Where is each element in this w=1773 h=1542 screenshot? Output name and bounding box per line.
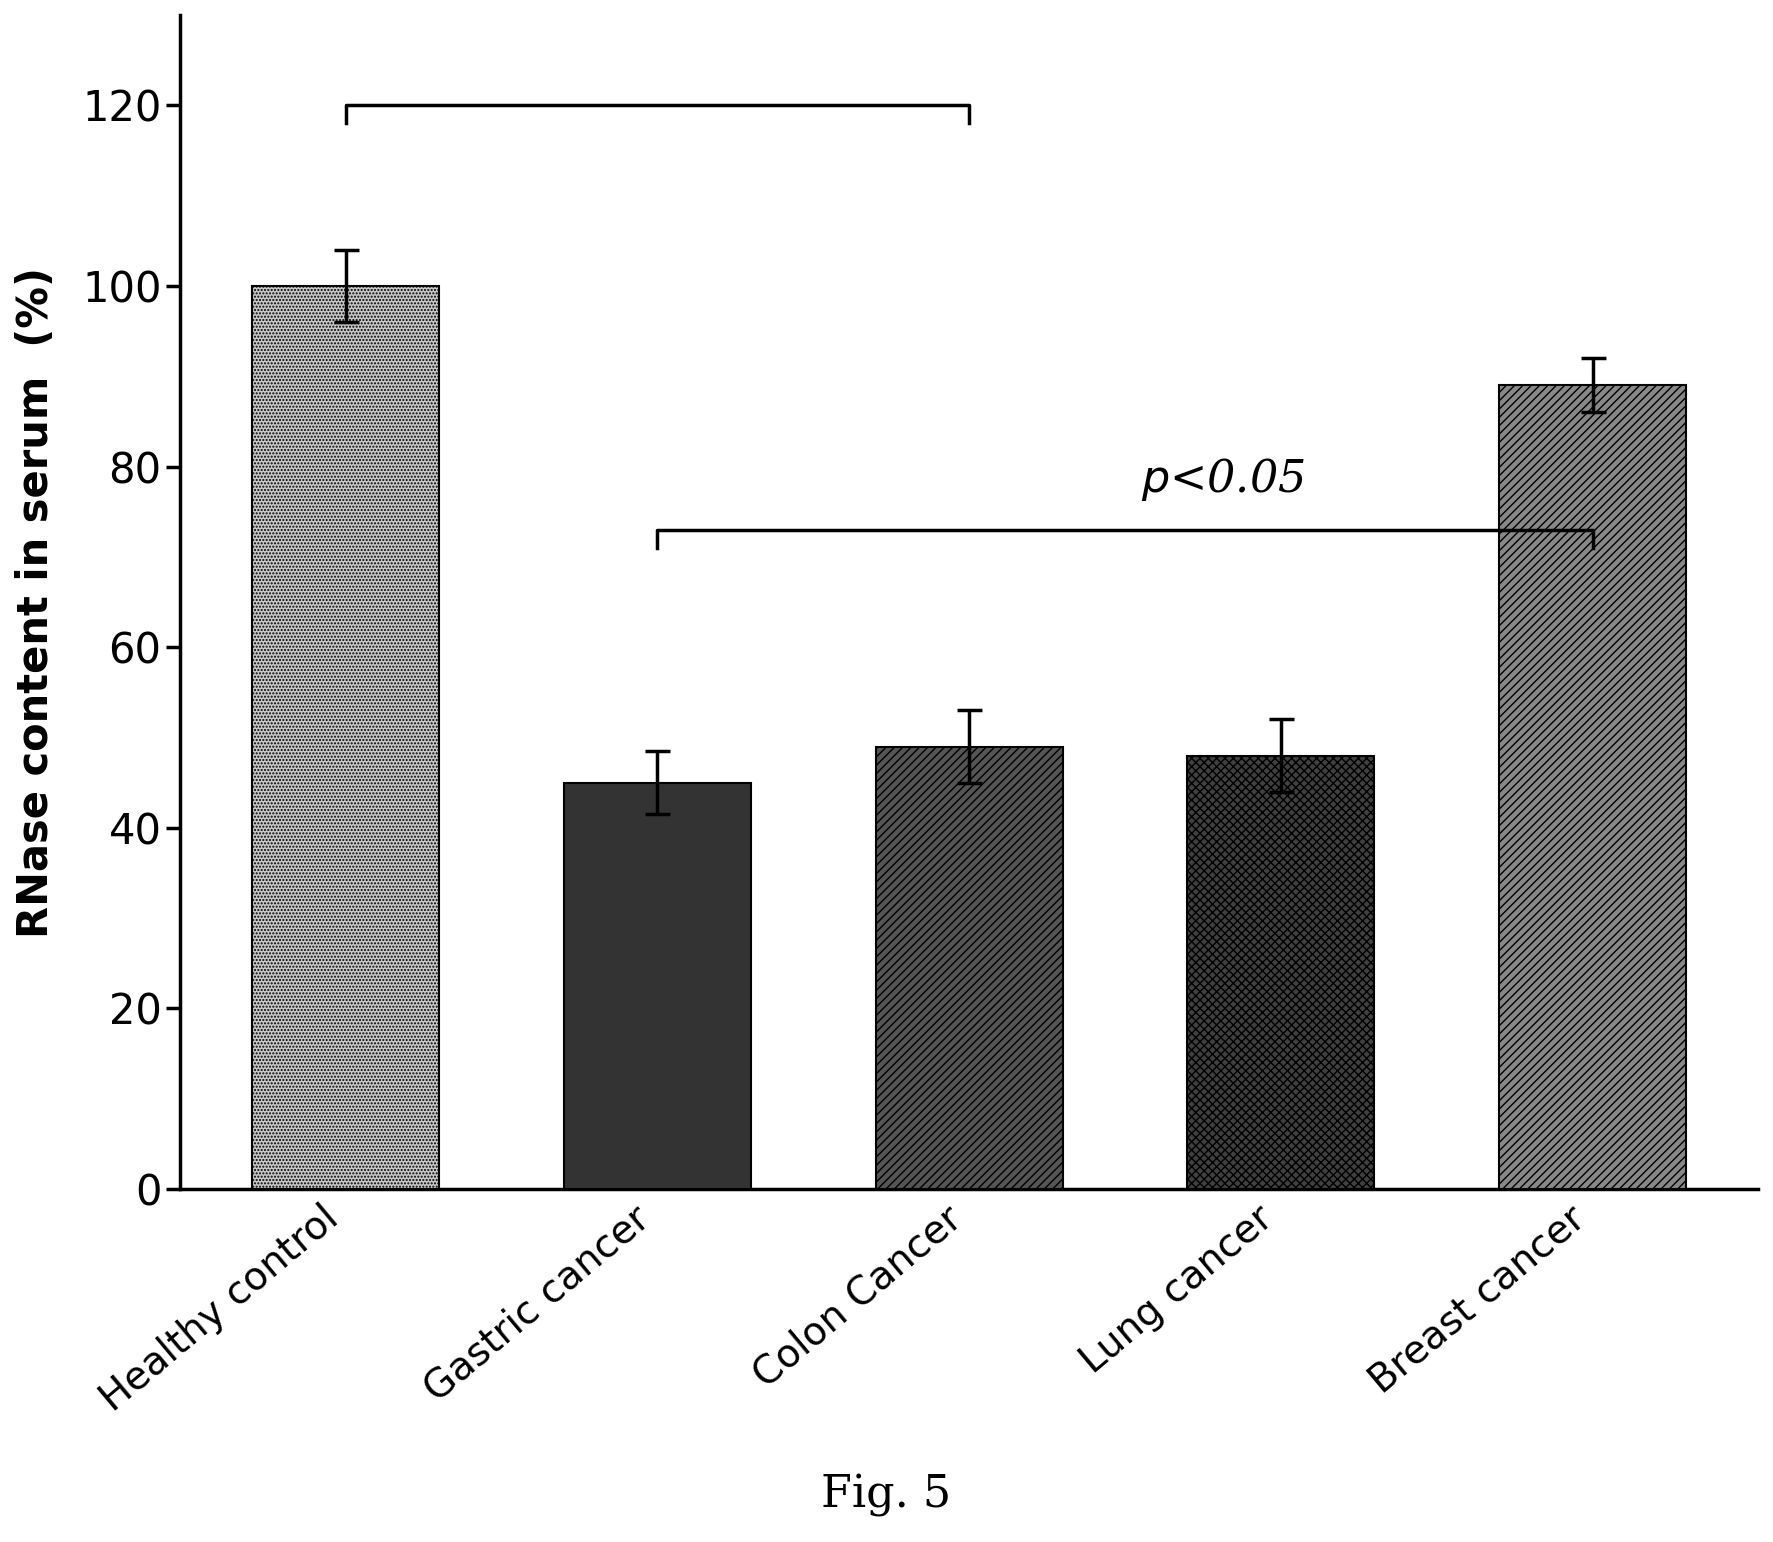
- Y-axis label: RNase content in serum  (%): RNase content in serum (%): [14, 267, 57, 938]
- Bar: [1188, 756, 1374, 1189]
- Bar: [1500, 386, 1686, 1189]
- Bar: [564, 783, 750, 1189]
- Bar: [252, 285, 440, 1189]
- Text: Fig. 5: Fig. 5: [821, 1474, 952, 1517]
- Text: $p$<0.05: $p$<0.05: [1140, 456, 1305, 503]
- Bar: [876, 746, 1062, 1189]
